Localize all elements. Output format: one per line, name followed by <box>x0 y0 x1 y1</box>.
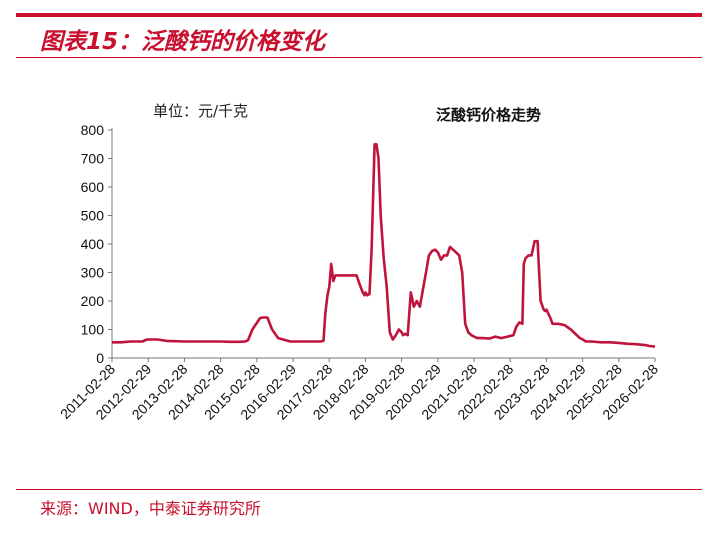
y-tick-label: 0 <box>96 350 104 366</box>
y-axis: 0 100 200 300 400 500 600 700 800 <box>81 122 113 366</box>
y-tick-label: 600 <box>81 179 105 195</box>
chart-title: 泛酸钙价格走势 <box>436 106 542 124</box>
y-tick-label: 800 <box>81 122 105 138</box>
bottom-rule <box>16 489 702 490</box>
y-tick-label: 100 <box>81 322 105 338</box>
y-tick-label: 500 <box>81 208 105 224</box>
top-rule <box>16 13 702 17</box>
series-group <box>112 143 656 348</box>
title-rule <box>16 57 702 58</box>
price-series-line <box>112 143 656 348</box>
y-tick-label: 200 <box>81 293 105 309</box>
y-tick-label: 300 <box>81 265 105 281</box>
x-axis: 2011-02-282012-02-292013-02-282014-02-28… <box>57 357 661 423</box>
figure-title: 图表15：泛酸钙的价格变化 <box>40 29 326 55</box>
source-note: 来源：WIND，中泰证券研究所 <box>40 499 261 518</box>
y-tick-label: 700 <box>81 151 105 167</box>
unit-label: 单位：元/千克 <box>153 102 249 120</box>
y-tick-label: 400 <box>81 236 105 252</box>
